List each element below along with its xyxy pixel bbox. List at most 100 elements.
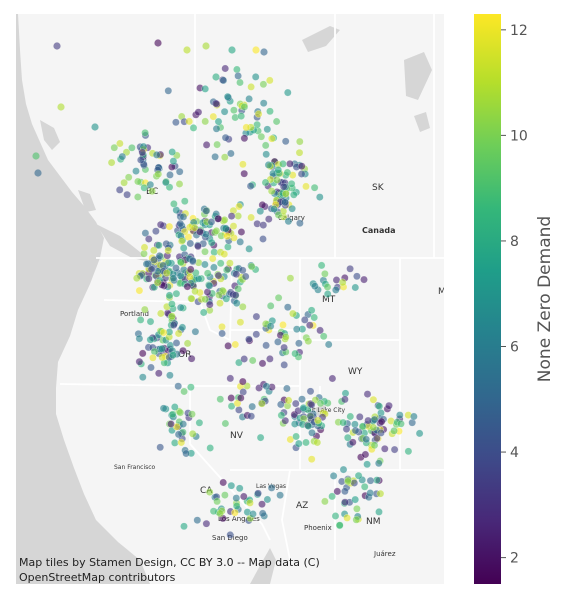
- colorbar-tick-label: 12: [510, 23, 528, 39]
- label-nm: NM: [366, 517, 381, 527]
- data-point: [205, 488, 214, 496]
- colorbar: 2 4 6 8 10 12 None Zero Demand: [474, 14, 555, 584]
- data-point: [252, 46, 260, 54]
- data-point: [216, 259, 225, 268]
- data-point: [179, 420, 188, 428]
- data-point: [273, 176, 281, 184]
- data-point: [150, 256, 158, 264]
- data-point: [220, 216, 229, 224]
- data-point: [252, 312, 261, 321]
- label-or: OR: [178, 350, 191, 360]
- data-point: [135, 334, 144, 343]
- data-point: [266, 322, 275, 331]
- data-point: [176, 219, 185, 228]
- data-point: [149, 246, 158, 255]
- data-point: [185, 117, 194, 126]
- data-point: [295, 137, 304, 146]
- data-point: [302, 182, 310, 191]
- data-point: [343, 514, 351, 522]
- data-point: [316, 399, 325, 408]
- data-point: [152, 151, 161, 159]
- data-point: [227, 481, 236, 490]
- data-point: [294, 439, 303, 448]
- data-point: [390, 426, 398, 435]
- data-point: [174, 329, 183, 338]
- data-point: [296, 219, 304, 228]
- data-point: [205, 300, 214, 309]
- data-point: [351, 283, 360, 292]
- data-point: [286, 159, 294, 168]
- data-point: [148, 187, 156, 196]
- data-point: [165, 291, 174, 300]
- data-point: [267, 187, 276, 195]
- data-point: [370, 441, 379, 450]
- data-point: [212, 124, 221, 133]
- data-point: [284, 217, 293, 226]
- data-point: [140, 243, 149, 252]
- data-point: [116, 139, 124, 148]
- data-point: [164, 86, 173, 95]
- data-point: [289, 309, 297, 318]
- data-point: [240, 134, 249, 143]
- data-point: [292, 432, 300, 441]
- data-point: [281, 198, 289, 207]
- data-point: [323, 290, 332, 298]
- label-canada: Canada: [362, 226, 396, 235]
- data-point: [159, 404, 168, 413]
- data-point: [317, 261, 326, 270]
- data-point: [377, 417, 386, 426]
- data-point: [132, 274, 141, 283]
- data-point: [220, 107, 229, 116]
- data-point: [241, 272, 250, 281]
- data-point: [385, 401, 393, 410]
- data-point: [311, 282, 319, 291]
- data-point: [211, 152, 219, 161]
- data-point: [168, 410, 177, 419]
- data-point: [304, 337, 313, 346]
- data-point: [281, 137, 290, 146]
- data-point: [123, 190, 131, 199]
- data-point: [232, 299, 241, 308]
- label-juarez: Juárez: [373, 550, 396, 558]
- data-point: [350, 479, 359, 487]
- map-panel[interactable]: BC SK Canada Calgary MT M Portland OR WY…: [16, 14, 446, 584]
- data-point: [216, 395, 225, 404]
- data-point: [188, 429, 197, 438]
- data-point: [339, 465, 348, 474]
- data-point: [363, 460, 371, 469]
- data-point: [186, 239, 195, 248]
- data-point: [226, 259, 234, 268]
- data-point: [221, 133, 230, 142]
- data-point: [172, 289, 181, 298]
- data-point: [279, 321, 287, 329]
- data-point: [341, 395, 349, 404]
- data-point: [212, 227, 221, 235]
- colorbar-tick-label: 2: [510, 551, 519, 567]
- data-point: [156, 443, 165, 452]
- data-point: [264, 161, 273, 169]
- data-point: [182, 449, 190, 458]
- data-point: [180, 197, 189, 206]
- data-point: [162, 269, 171, 277]
- data-point: [267, 484, 276, 492]
- data-point: [214, 117, 223, 126]
- data-point: [180, 387, 188, 396]
- label-mt: MT: [322, 295, 336, 305]
- data-point: [370, 415, 379, 424]
- data-point: [153, 278, 162, 287]
- data-point: [346, 412, 355, 421]
- data-point: [259, 99, 268, 108]
- data-point: [291, 399, 300, 408]
- data-point: [266, 302, 275, 310]
- data-point: [154, 170, 163, 178]
- data-point: [187, 354, 196, 363]
- data-point: [146, 317, 155, 326]
- data-point: [248, 356, 257, 365]
- data-point: [124, 173, 133, 182]
- data-point: [229, 222, 238, 230]
- lakes: [302, 26, 432, 418]
- data-point: [280, 361, 289, 369]
- data-point: [235, 484, 244, 493]
- data-point: [176, 272, 185, 280]
- data-point: [240, 169, 249, 178]
